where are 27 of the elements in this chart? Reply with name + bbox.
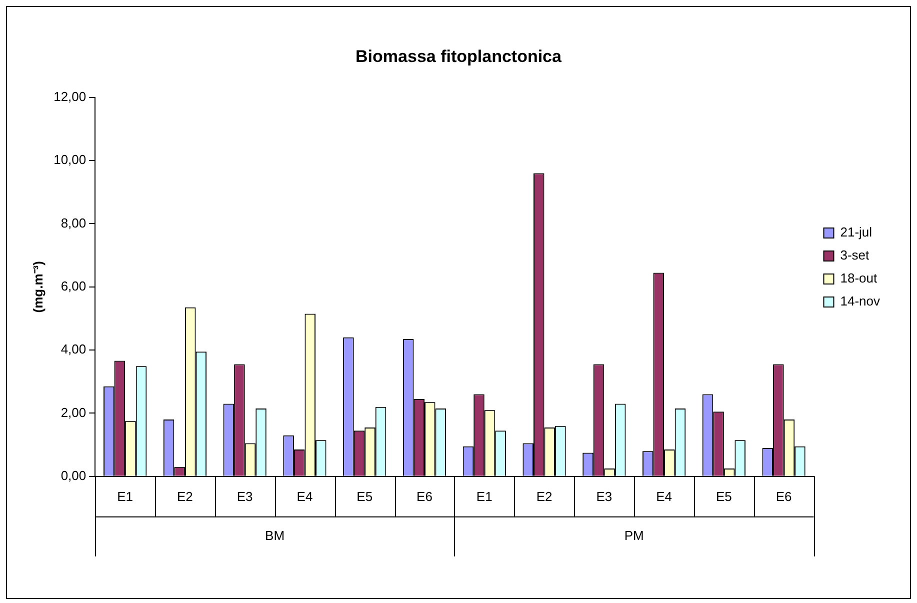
x-tick-label: E5 [356, 488, 373, 504]
x-tick-label: E6 [416, 488, 432, 504]
y-tick-label: 2,00 [60, 404, 86, 420]
x-tick-label: E6 [776, 488, 792, 504]
y-tick-label: 6,00 [60, 278, 86, 294]
y-axis-title: (mg.m⁻³) [30, 261, 46, 313]
y-tick-label: 4,00 [60, 342, 86, 357]
legend-label: 3-set [840, 248, 870, 263]
x-tick-label: E3 [236, 488, 253, 504]
x-tick-label: E2 [177, 488, 193, 504]
legend-label: 18-out [840, 270, 878, 286]
legend-label: 21-jul [840, 224, 872, 240]
x-tick-label: E1 [117, 488, 134, 504]
x-tick-label: E4 [296, 488, 313, 504]
x-tick-label: E5 [716, 488, 732, 504]
y-tick-label: 8,00 [60, 215, 86, 230]
y-tick-label: 0,00 [60, 468, 86, 483]
text: BM [265, 528, 285, 543]
chart-title: Biomassa fitoplanctonica [356, 46, 562, 66]
x-tick-label: E1 [476, 488, 492, 504]
text: PM [624, 528, 644, 543]
x-tick-label: E4 [656, 488, 672, 504]
x-tick-label: E3 [596, 488, 612, 504]
y-tick-label: 10,00 [54, 152, 86, 168]
x-tick-label: E2 [536, 488, 552, 504]
legend-label: 14-nov [840, 294, 880, 309]
y-tick-label: 12,00 [54, 88, 86, 104]
